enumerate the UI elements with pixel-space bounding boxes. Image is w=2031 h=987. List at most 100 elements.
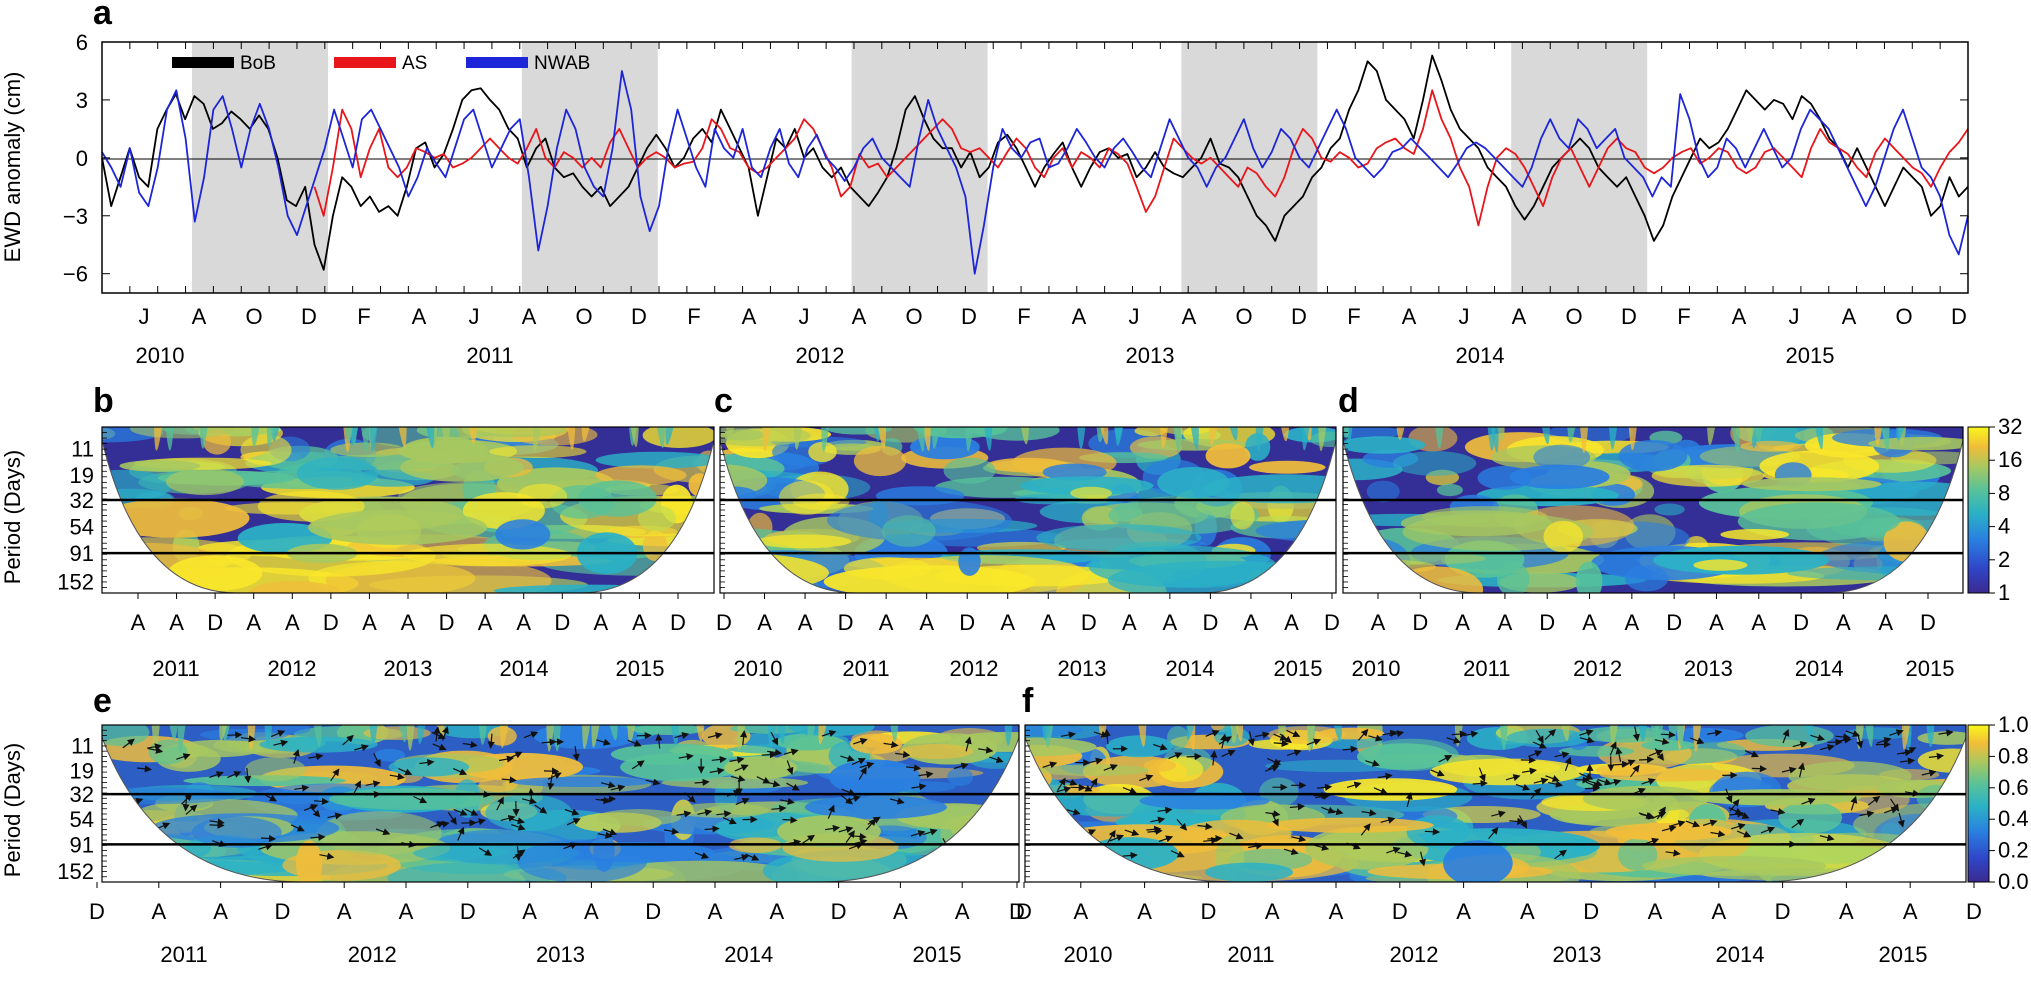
phase-arrow <box>1368 734 1383 742</box>
power-spike <box>1567 427 1576 443</box>
power-blob <box>1720 529 1789 540</box>
power-spike <box>1580 427 1589 454</box>
month-label: A <box>478 610 493 635</box>
phase-arrow <box>487 733 495 749</box>
power-blob <box>1249 460 1326 474</box>
y-tick-label: −3 <box>63 204 88 229</box>
month-label: A <box>516 610 531 635</box>
year-label: 2014 <box>1795 656 1844 681</box>
power-blob <box>620 752 739 782</box>
power-spike <box>1077 427 1086 450</box>
month-label: D <box>554 610 570 635</box>
month-label: A <box>1836 610 1851 635</box>
power-spike <box>762 427 771 452</box>
phase-arrow <box>310 833 326 841</box>
phase-arrow <box>273 739 289 747</box>
power-blob <box>102 498 250 538</box>
phase-arrow <box>471 818 486 826</box>
phase-arrow <box>1103 764 1118 771</box>
phase-arrow <box>511 823 526 831</box>
month-label: A <box>192 304 207 329</box>
legend: BoB AS NWAB <box>172 53 590 74</box>
phase-arrow <box>313 797 330 805</box>
phase-arrow <box>1579 729 1594 737</box>
phase-arrow <box>1707 729 1723 737</box>
phase-arrow <box>911 783 927 791</box>
power-spike <box>1865 725 1874 747</box>
month-label: A <box>1512 304 1527 329</box>
phase-arrow <box>600 781 616 789</box>
power-blob <box>1157 467 1230 499</box>
series-line-bob <box>101 54 1969 271</box>
phase-arrow <box>1316 783 1333 791</box>
power-blob <box>1497 561 1530 593</box>
month-label: A <box>1371 610 1386 635</box>
phase-arrow <box>1579 772 1594 780</box>
month-label: A <box>1041 610 1056 635</box>
power-spike <box>1638 725 1647 742</box>
phase-arrow <box>1207 834 1223 843</box>
year-label: 2011 <box>160 942 207 967</box>
phase-arrow <box>1760 826 1776 834</box>
phase-arrow <box>1254 731 1270 739</box>
phase-arrow <box>1665 849 1681 857</box>
power-blob <box>374 748 406 762</box>
phase-arrow <box>1153 743 1168 751</box>
year-label: 2012 <box>1390 942 1439 967</box>
month-label: A <box>1329 899 1344 924</box>
power-blob <box>478 777 518 793</box>
power-spike <box>1746 427 1755 442</box>
year-label: 2014 <box>724 942 773 967</box>
spectrum-field <box>102 427 714 593</box>
phase-arrow <box>910 830 926 838</box>
phase-arrow <box>1615 746 1623 762</box>
phase-arrow <box>1122 851 1138 860</box>
year-label: 2015 <box>1879 942 1928 967</box>
phase-arrow <box>527 788 535 804</box>
phase-arrow <box>209 821 225 829</box>
phase-arrow <box>1438 755 1453 763</box>
phase-arrow <box>1515 783 1531 791</box>
phase-arrow <box>508 751 523 759</box>
month-label: D <box>1200 899 1216 924</box>
panel-a-line-chart: 6 3 0 −3 −6 J A O D F A J A O D F A J A O D F A J A O D F A J A O D F A J A… <box>0 30 1969 368</box>
power-spike <box>890 725 899 742</box>
phase-arrow <box>1122 786 1138 794</box>
phase-arrow <box>730 775 746 782</box>
phase-arrow <box>523 731 539 739</box>
phase-arrow <box>1271 812 1279 827</box>
phase-arrow <box>1729 799 1740 812</box>
phase-arrow <box>867 816 881 825</box>
phase-arrow <box>883 740 899 749</box>
phase-arrow <box>1360 823 1371 836</box>
phase-arrow <box>761 751 777 759</box>
month-label: O <box>1895 304 1912 329</box>
power-spike <box>965 427 974 452</box>
phase-arrow <box>496 796 504 811</box>
month-label: D <box>89 899 105 924</box>
phase-arrow <box>953 762 969 770</box>
month-label: A <box>1839 899 1854 924</box>
power-spike <box>591 725 600 748</box>
month-label: A <box>1284 610 1299 635</box>
power-spike <box>670 725 679 746</box>
month-label: A <box>1073 899 1088 924</box>
year-label: 2010 <box>1064 942 1113 967</box>
power-spike <box>361 427 369 451</box>
phase-arrow <box>1702 819 1718 827</box>
phase-arrow <box>1397 850 1413 858</box>
phase-arrow <box>209 818 225 826</box>
month-label: A <box>337 899 352 924</box>
month-label: A <box>151 899 166 924</box>
power-spike <box>1609 427 1617 450</box>
year-label: 2012 <box>348 942 397 967</box>
power-blob <box>596 809 682 826</box>
phase-arrow <box>1710 830 1726 838</box>
month-label: A <box>246 610 261 635</box>
phase-arrow <box>1220 733 1228 749</box>
power-blob <box>899 744 974 759</box>
y-axis-label-b: Period (Days) <box>0 450 25 584</box>
phase-arrow <box>1157 806 1173 814</box>
power-spike <box>264 725 273 746</box>
